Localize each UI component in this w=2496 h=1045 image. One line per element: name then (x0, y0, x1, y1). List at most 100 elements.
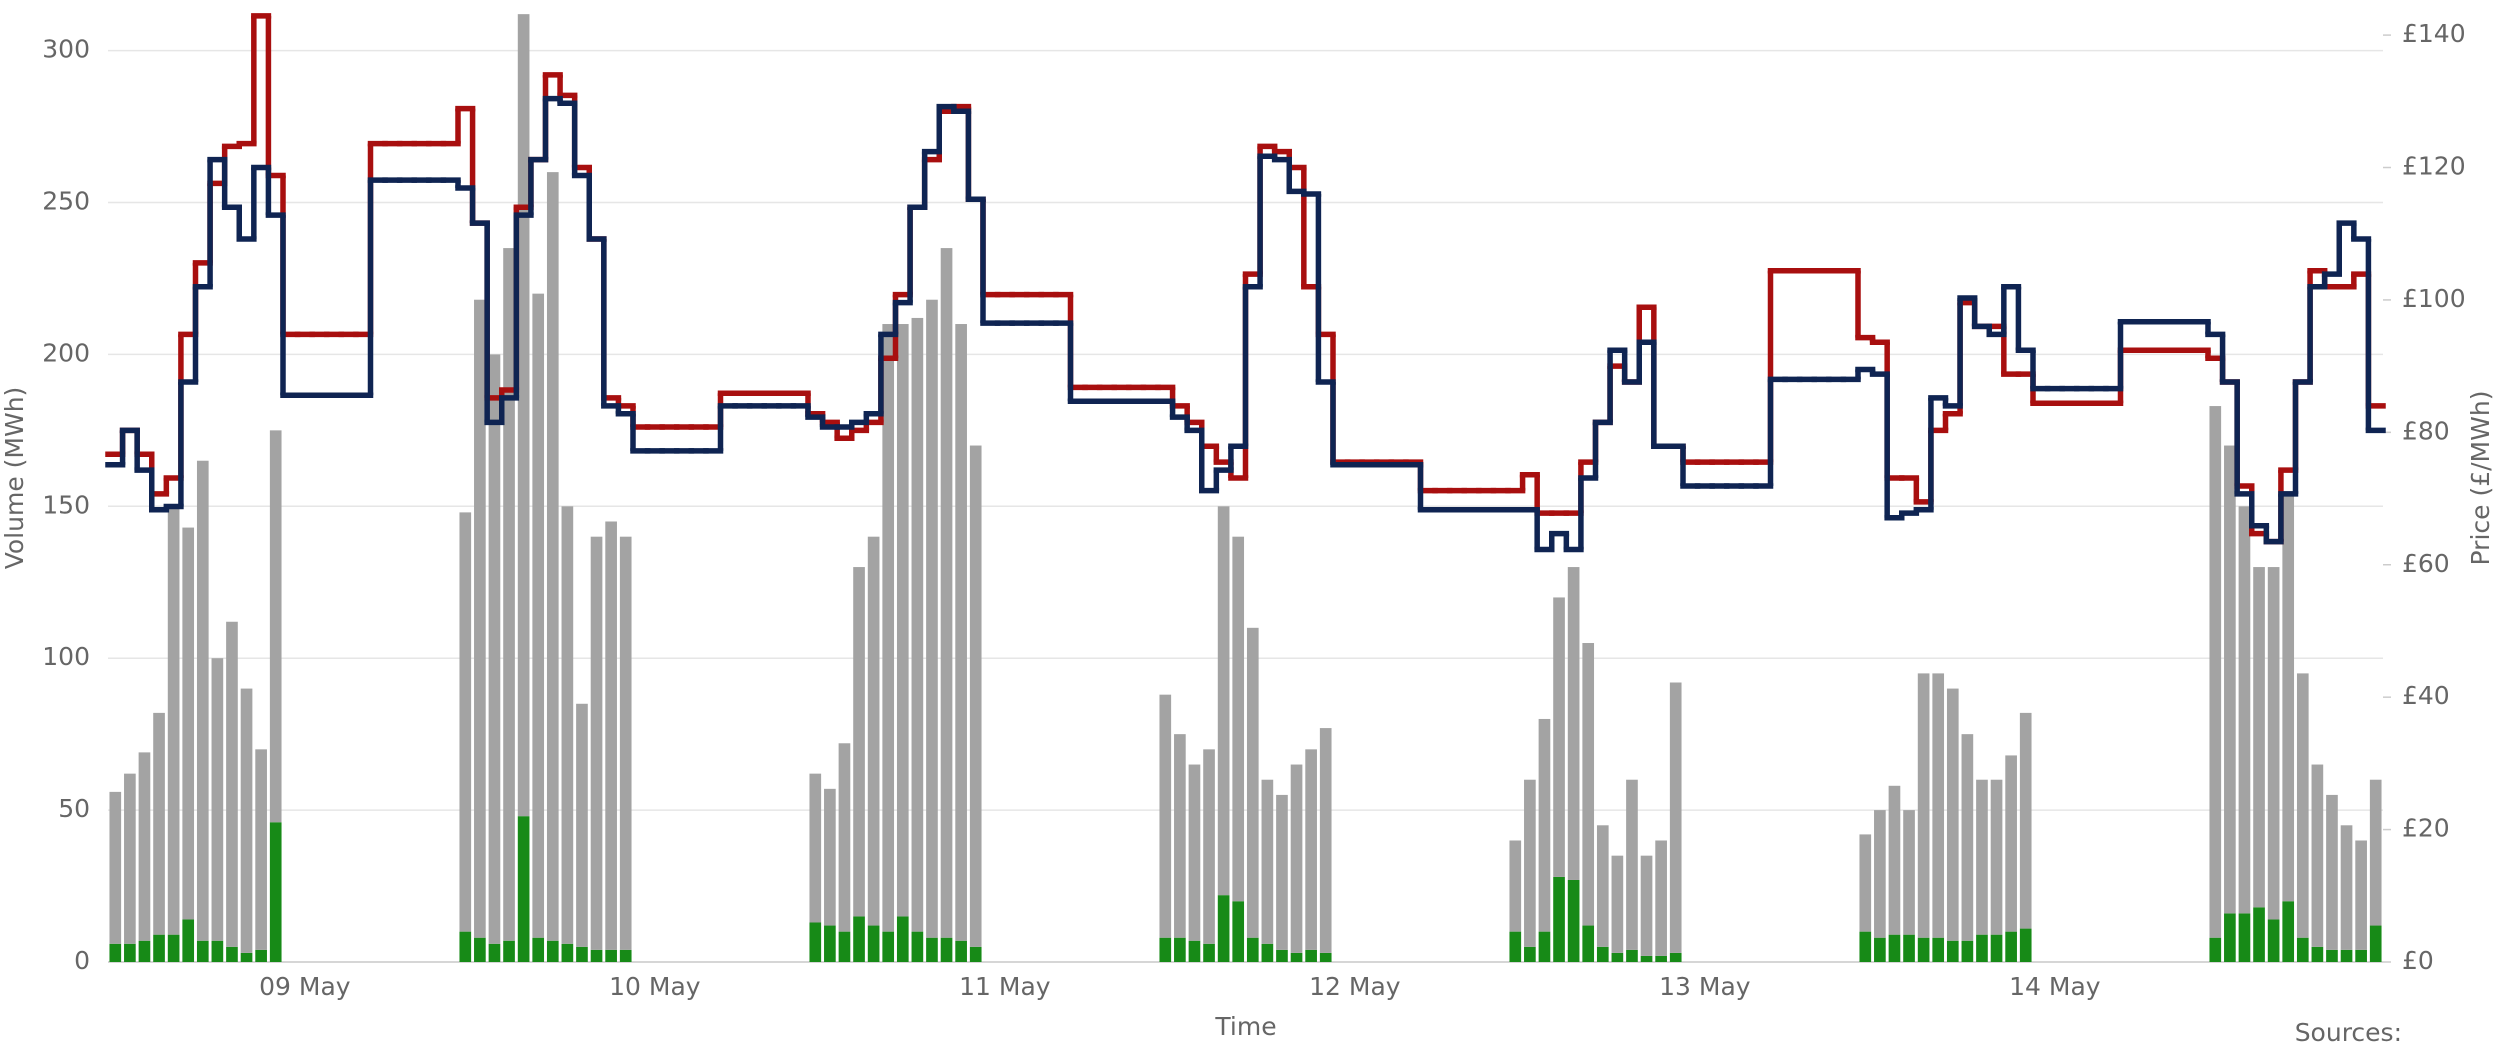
bar (1655, 840, 1667, 956)
bar (824, 925, 836, 962)
y-axis-label: Volume (MWh) (0, 387, 29, 570)
bar (1509, 931, 1522, 962)
bar (1319, 728, 1332, 953)
bar (1582, 643, 1595, 926)
bar (459, 931, 472, 962)
bar (911, 931, 924, 962)
bar (1567, 879, 1580, 962)
bar (1961, 734, 1974, 941)
bar (853, 567, 865, 917)
bar (124, 773, 136, 944)
bar (196, 940, 209, 962)
bar (1859, 834, 1872, 932)
y-tick-label: 300 (42, 35, 90, 64)
bar (1553, 876, 1565, 962)
bar (1888, 785, 1901, 935)
bar (1188, 764, 1201, 941)
bar (1640, 955, 1653, 962)
bar (2209, 937, 2222, 962)
bar (1174, 937, 1186, 962)
bar (532, 937, 545, 962)
bar (1582, 925, 1595, 962)
y2-tick-label: £80 (2402, 416, 2450, 445)
bar (1276, 949, 1288, 962)
bar (211, 940, 224, 962)
bar (532, 293, 545, 938)
bar (838, 743, 851, 932)
bar (2005, 755, 2017, 932)
bar (546, 172, 559, 941)
bar (1903, 810, 1915, 935)
bar (867, 536, 880, 926)
y-tick-label: 250 (42, 187, 90, 216)
bar (1261, 779, 1274, 944)
bar (196, 460, 209, 941)
bar (940, 937, 953, 962)
y2-tick-label: £100 (2402, 284, 2466, 313)
bar (1524, 779, 1536, 947)
bar (867, 925, 880, 962)
bar (969, 946, 982, 962)
bar (911, 317, 924, 932)
bar (2253, 567, 2265, 908)
bar (1903, 934, 1915, 962)
bar (1567, 567, 1580, 880)
grid (108, 49, 2383, 963)
bar (488, 943, 501, 962)
bar (269, 822, 282, 962)
bar (619, 949, 632, 962)
bar (824, 788, 836, 926)
bar (2355, 840, 2367, 950)
step-riser (119, 15, 2372, 542)
bar (153, 712, 165, 935)
bar (1946, 688, 1959, 941)
bar (1626, 949, 1638, 962)
x-tick-label: 11 May (959, 972, 1051, 1001)
bar (459, 512, 472, 932)
bar (1626, 779, 1638, 950)
bar (1174, 734, 1186, 938)
bar (853, 916, 865, 962)
bar (2369, 779, 2382, 926)
bar (1596, 825, 1609, 947)
bar (138, 752, 151, 941)
bar (474, 299, 486, 938)
y2-tick-label: £20 (2402, 814, 2450, 843)
bar (1917, 673, 1930, 938)
bar (503, 248, 515, 941)
bar (1246, 627, 1259, 938)
bar (138, 940, 151, 962)
bar (1859, 931, 1872, 962)
bar (1305, 749, 1317, 950)
bar (1159, 694, 1172, 938)
bar (1888, 934, 1901, 962)
bar (1305, 949, 1317, 962)
bar (1611, 855, 1624, 953)
bar (182, 527, 195, 920)
bar (1669, 952, 1682, 962)
bar (2019, 928, 2032, 962)
bar (1932, 673, 1945, 938)
bar (2340, 825, 2353, 950)
price-line (105, 13, 2386, 545)
bar (167, 934, 180, 962)
bar (2267, 567, 2280, 920)
bar (619, 536, 632, 950)
bar (109, 791, 122, 944)
bar (1203, 749, 1215, 944)
bar (882, 324, 895, 932)
y2-tick-label: £0 (2402, 946, 2434, 975)
bar (1553, 597, 1565, 877)
bar (2224, 913, 2236, 962)
bar (2282, 491, 2295, 902)
bar (124, 943, 136, 962)
bar (896, 324, 909, 917)
bar (1961, 940, 1974, 962)
step-riser (119, 98, 2372, 550)
bar (240, 688, 253, 953)
bar (517, 14, 530, 817)
bar (1159, 937, 1172, 962)
bar (1188, 940, 1201, 962)
bar (1538, 931, 1551, 962)
